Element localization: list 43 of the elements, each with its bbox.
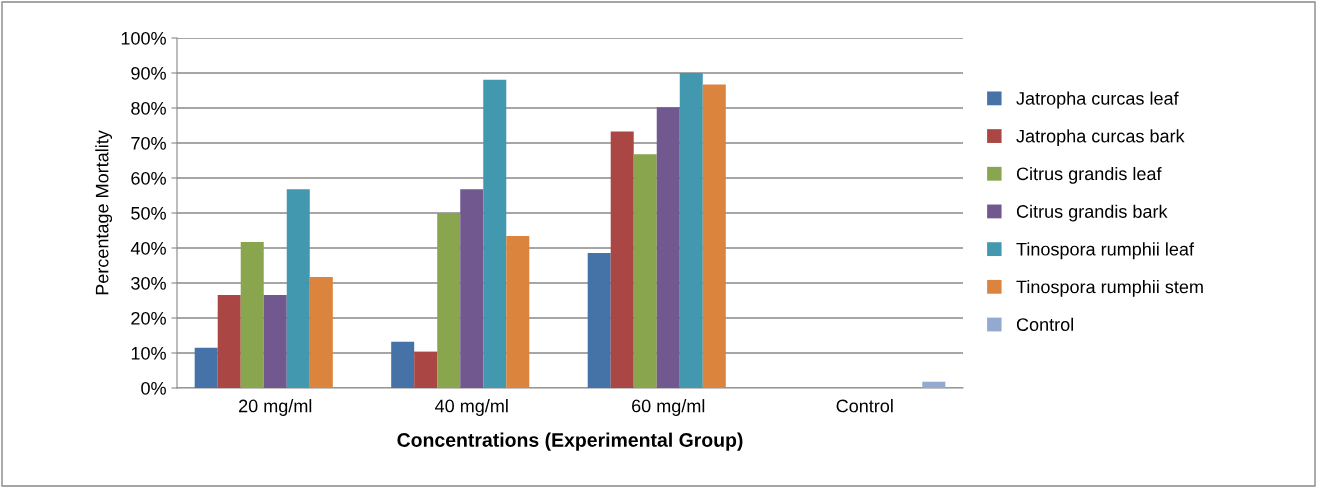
- x-tick-label: Control: [836, 399, 893, 413]
- bar: [610, 131, 634, 388]
- bar: [437, 213, 461, 388]
- legend-label: Tinospora rumphii stem: [1016, 280, 1203, 297]
- y-tick-label: 50%: [131, 206, 166, 220]
- bar: [633, 154, 657, 388]
- x-tick-label: 60 mg/ml: [632, 399, 705, 416]
- x-axis-title: Concentrations (Experimental Group): [397, 432, 743, 451]
- bar: [217, 294, 241, 388]
- bar: [656, 107, 680, 388]
- legend-label: Jatropha curcas bark: [1016, 129, 1185, 147]
- x-tick-label: 20 mg/ml: [239, 399, 312, 416]
- y-tick-label: 90%: [131, 66, 166, 80]
- y-tick-label: 30%: [131, 276, 166, 290]
- legend-label: Citrus grandis bark: [1016, 204, 1168, 222]
- bar: [286, 189, 310, 388]
- legend-label: Tinospora rumphii leaf: [1016, 242, 1194, 260]
- bar: [194, 347, 218, 388]
- bar: [483, 79, 507, 388]
- y-tick-label: 60%: [131, 171, 166, 185]
- bar: [587, 252, 611, 388]
- bar: [263, 294, 287, 388]
- bar: [391, 341, 415, 388]
- bar: [506, 236, 530, 388]
- y-tick-label: 70%: [131, 136, 166, 150]
- legend-label: Jatropha curcas leaf: [1016, 91, 1179, 109]
- x-tick-label: 40 mg/ml: [435, 399, 508, 416]
- y-tick-label: 80%: [131, 101, 166, 115]
- bar: [460, 189, 484, 388]
- bar: [702, 84, 726, 388]
- y-tick-label: 20%: [131, 311, 166, 325]
- y-axis-title: Percentage Mortality: [95, 130, 113, 295]
- y-tick-label: 100%: [121, 31, 166, 45]
- y-tick-label: 10%: [131, 346, 166, 360]
- y-tick-label: 40%: [130, 241, 166, 255]
- legend-label: Control: [1016, 317, 1073, 331]
- bar: [240, 242, 264, 388]
- bar: [679, 73, 703, 388]
- y-tick-label: 0%: [141, 381, 166, 395]
- bar: [922, 381, 946, 388]
- legend-label: Citrus grandis leaf: [1016, 166, 1162, 184]
- bar: [309, 277, 333, 388]
- bar: [414, 351, 438, 388]
